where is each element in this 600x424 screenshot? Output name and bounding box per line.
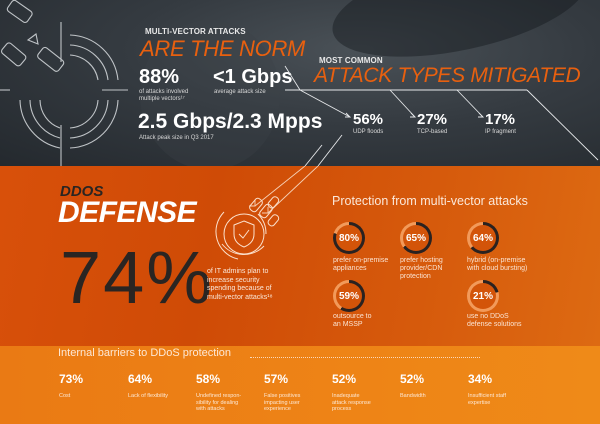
multi-vector-kicker: MULTI-VECTOR ATTACKS [145, 27, 246, 36]
attack-ip-label: IP fragment [485, 129, 516, 135]
stat-88-value: 88% [139, 66, 180, 88]
ring-80-caption: prefer on-premise appliances [333, 257, 389, 272]
connector-lines [284, 65, 599, 166]
barrier-responsibility-value: 58% [196, 372, 221, 386]
ring-65: 65% [400, 222, 432, 254]
attack-udp-label: UDP floods [353, 129, 384, 135]
ring-59: 59% [333, 280, 365, 312]
barrier-staff-expertise-value: 34% [468, 372, 493, 386]
multi-vector-headline: ARE THE NORM [140, 36, 306, 61]
defense-arrows [249, 166, 319, 214]
ring-21-caption: use no DDoS defense solutions [467, 313, 522, 328]
barrier-flexibility-label: Lack of flexibility [128, 393, 169, 399]
attack-ip-value: 17% [485, 111, 516, 128]
barrier-false-positives-value: 57% [264, 372, 289, 386]
defense-big-value: 74% [60, 236, 215, 319]
ring-value: 65% [403, 225, 429, 251]
defense-title: DEFENSE [58, 196, 197, 229]
barrier-cost-value: 73% [59, 372, 84, 386]
barrier-response-process-value: 52% [332, 372, 357, 386]
ring-value: 64% [470, 225, 496, 251]
ring-64: 64% [467, 222, 499, 254]
barriers-dotted-rule [250, 357, 480, 358]
ring-value: 21% [470, 283, 496, 309]
stat-peak-value: 2.5 Gbps/2.3 Mpps [138, 110, 323, 133]
background-shape [140, 20, 280, 170]
attack-udp-value: 56% [353, 111, 384, 128]
barrier-bandwidth-value: 52% [400, 372, 425, 386]
barrier-cost-label: Cost [59, 393, 71, 399]
attack-types-kicker: MOST COMMON [319, 56, 383, 65]
defense-caption: of IT admins plan to increase security s… [207, 268, 273, 301]
barrier-bandwidth-label: Bandwidth [400, 393, 426, 399]
ring-64-caption: hybrid (on-premise with cloud bursting) [467, 257, 528, 272]
top-section: MULTI-VECTOR ATTACKS ARE THE NORM 88% of… [0, 0, 600, 170]
stat-peak-caption: Attack peak size in Q3 2017 [139, 135, 214, 141]
ring-value: 59% [336, 283, 362, 309]
barrier-false-positives-label: False positives impacting user experienc… [264, 393, 301, 412]
barrier-flexibility-value: 64% [128, 372, 153, 386]
ring-59-caption: outsource to an MSSP [333, 313, 372, 328]
barrier-staff-expertise-label: Insufficient staff expertise [468, 393, 507, 406]
ring-80: 80% [333, 222, 365, 254]
attack-tcp-label: TCP-based [417, 129, 448, 135]
barrier-response-process-label: Inadequate attack response process [332, 393, 371, 412]
stat-gbps-caption: average attack size [214, 89, 266, 95]
ring-21: 21% [467, 280, 499, 312]
protection-title: Protection from multi-vector attacks [332, 194, 528, 208]
attack-types-headline: ATTACK TYPES MITIGATED [314, 64, 581, 87]
target-crosshair-icon [0, 0, 128, 166]
stat-gbps-value: <1 Gbps [213, 66, 293, 88]
attack-tcp-value: 27% [417, 111, 448, 128]
defense-kicker: DDOS [60, 183, 104, 200]
shield-check-icon [215, 196, 280, 260]
barriers-section [0, 346, 600, 424]
stat-88-caption: of attacks involved multiple vectors¹⁷ [139, 89, 189, 102]
defense-section: DDOS DEFENSE 74% of IT admins plan to in… [0, 166, 600, 346]
ring-value: 80% [336, 225, 362, 251]
barriers-title: Internal barriers to DDoS protection [58, 347, 232, 359]
barrier-responsibility-label: Undefined respon- sibility for dealing w… [196, 393, 242, 412]
ring-65-caption: prefer hosting provider/CDN protection [400, 257, 443, 280]
